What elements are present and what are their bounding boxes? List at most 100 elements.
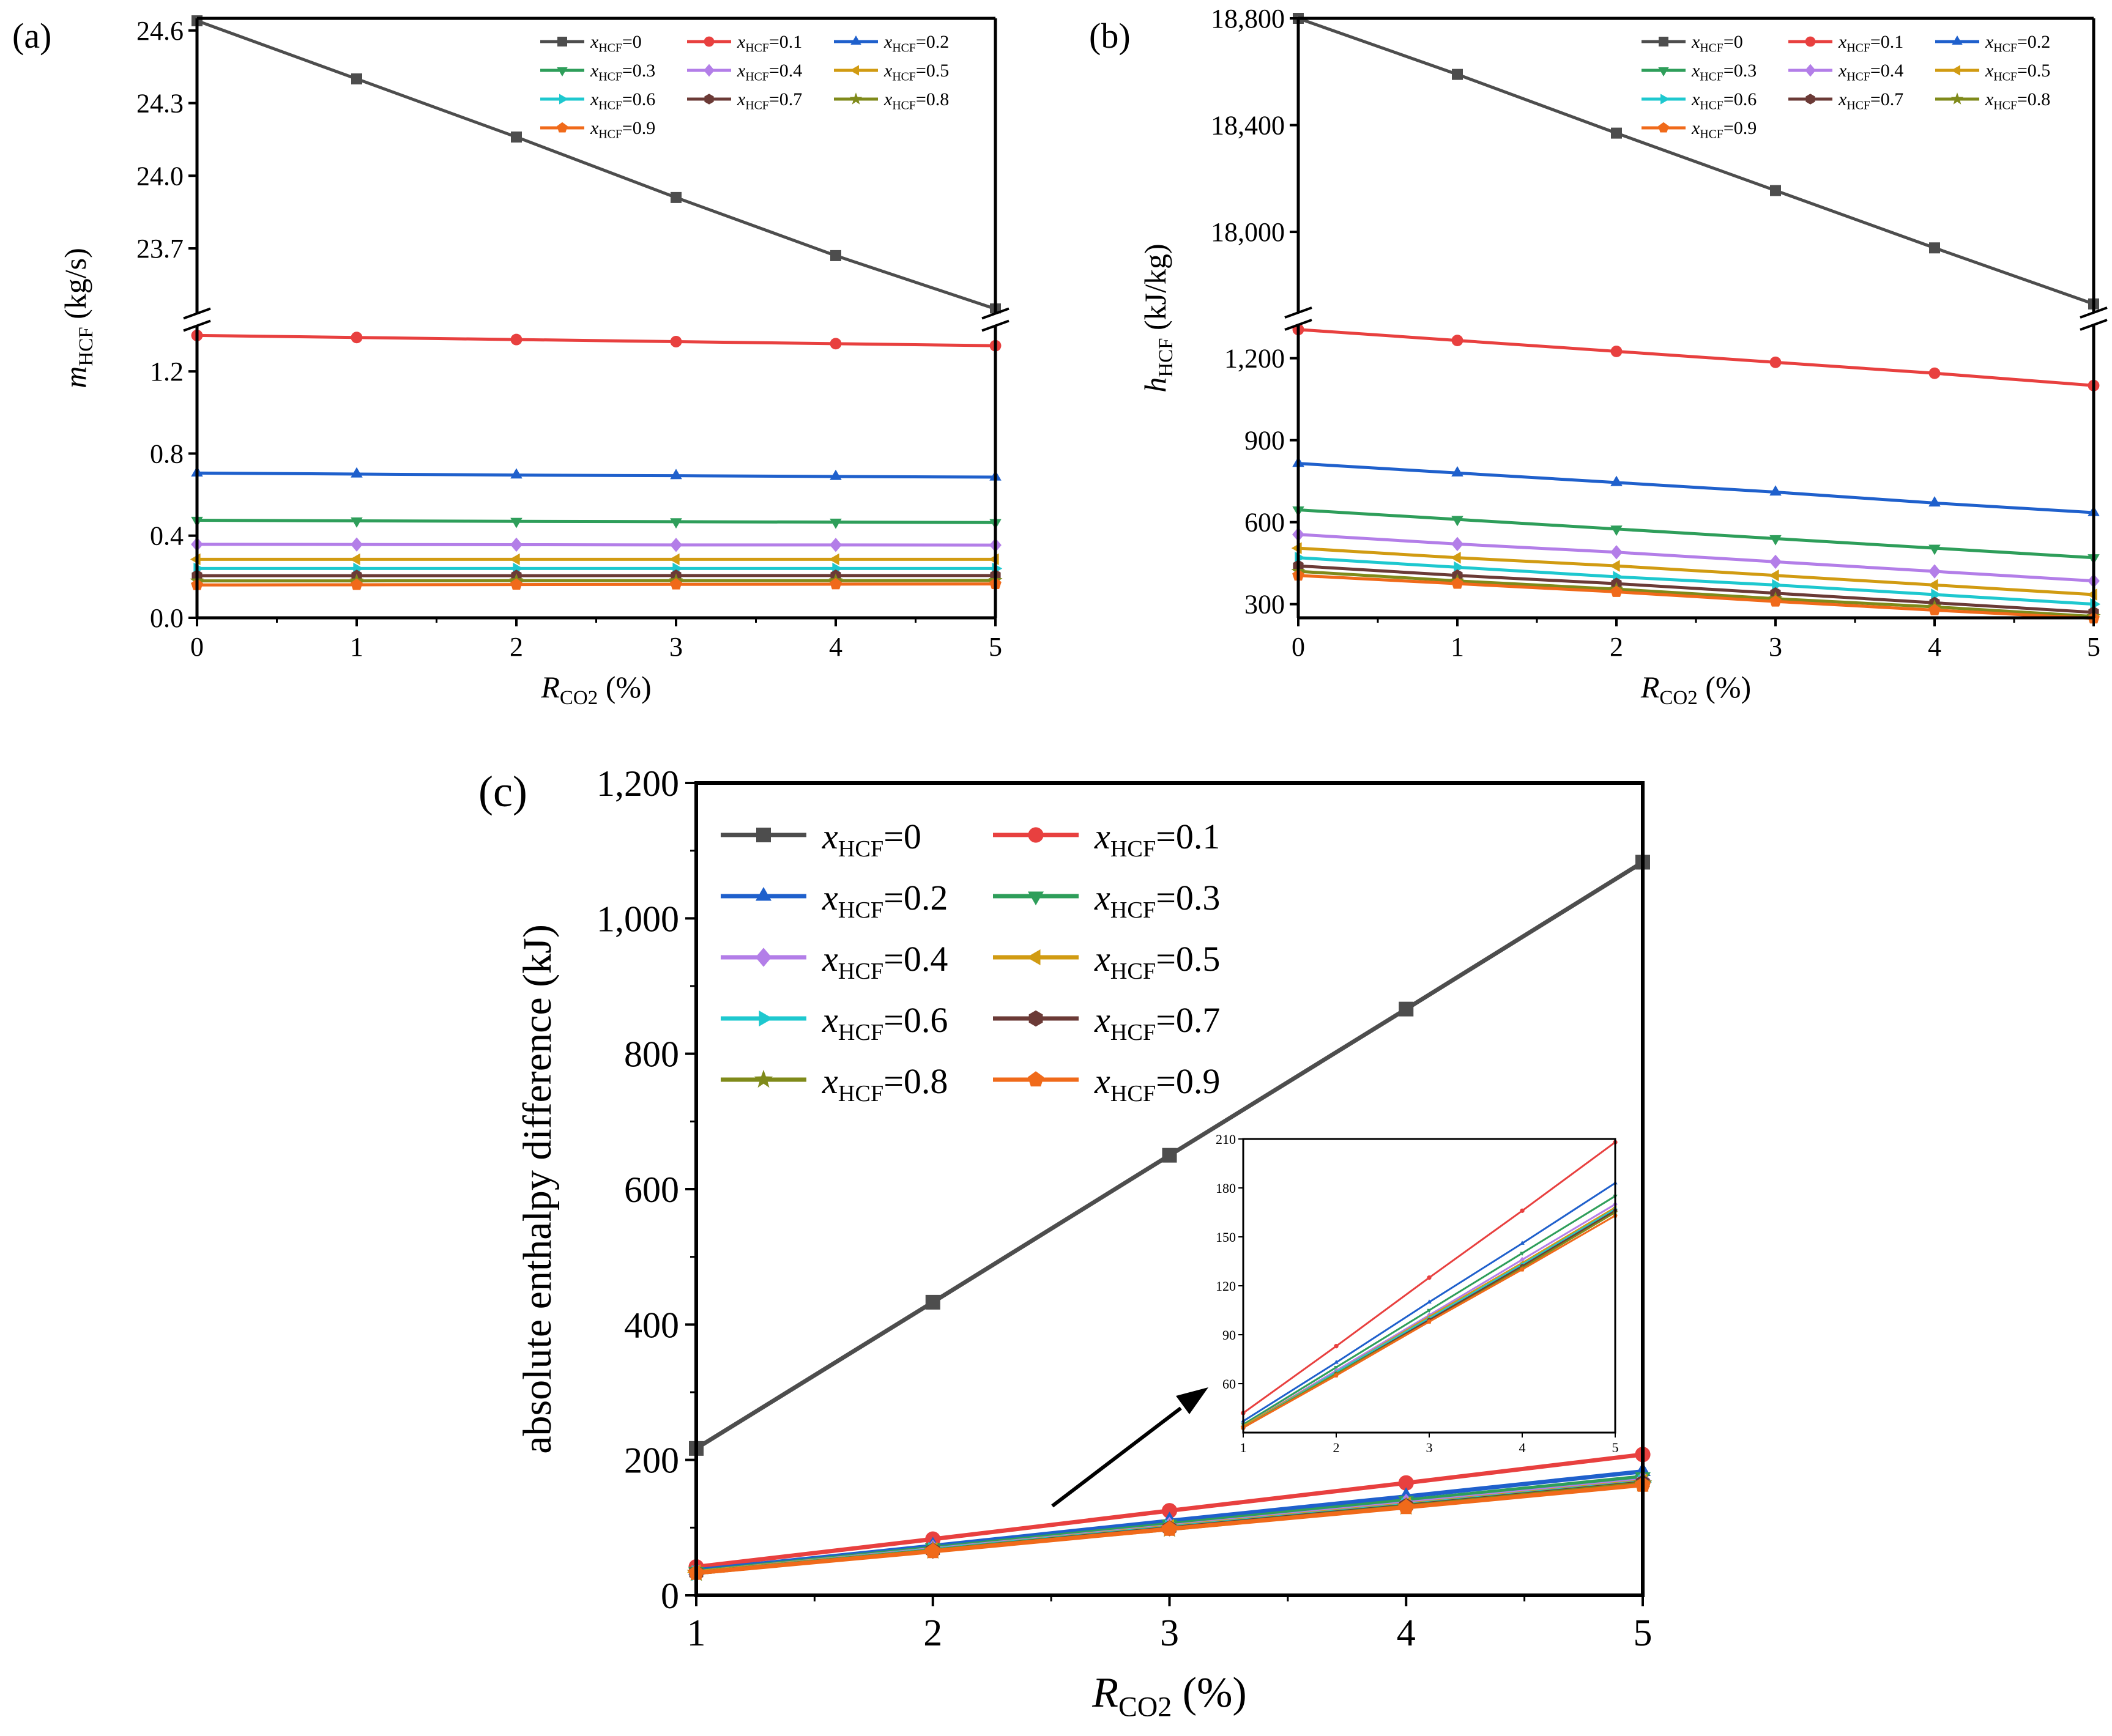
series-line-0 [1298, 17, 2094, 306]
data-point-0.2-1 [1451, 466, 1463, 477]
legend-label: xHCF=0.5 [1094, 939, 1220, 984]
legend-label: xHCF=0.8 [822, 1061, 948, 1107]
inset-data-point-0.2-3 [1520, 1241, 1525, 1245]
legend-label: xHCF=0.2 [883, 32, 949, 55]
legend-item-0.1: xHCF=0.1 [1788, 32, 1903, 55]
data-point-0.9-1 [924, 1543, 941, 1559]
y-tick-label: 800 [624, 1034, 679, 1075]
data-point-0.4-1 [1451, 536, 1463, 552]
legend-swatch-marker [1658, 67, 1669, 76]
data-point-0.4-3 [670, 538, 682, 552]
inset-y-tick-label: 180 [1216, 1181, 1236, 1196]
y-axis-title: absolute enthalpy difference (kJ) [515, 924, 560, 1454]
series-line-0.5 [1298, 546, 2094, 596]
y-tick-label: 23.7 [136, 234, 184, 264]
data-point-0-2 [511, 131, 522, 143]
series-line-0.4 [1298, 533, 2094, 583]
data-point-0.9-3 [1398, 1499, 1415, 1515]
inset-y-tick-label: 60 [1222, 1376, 1236, 1392]
legend-swatch-marker [1805, 64, 1816, 77]
legend-item-0.3: xHCF=0.3 [540, 61, 655, 84]
data-point-0-4 [1929, 242, 1940, 254]
legend-swatch-marker [756, 887, 772, 901]
axis-break-left-upper [183, 307, 211, 320]
y-tick-label: 900 [1244, 426, 1285, 456]
legend-swatch-marker [1805, 36, 1816, 47]
legend-item-0.9: xHCF=0.9 [1642, 118, 1757, 141]
y-tick-label: 1.2 [150, 357, 184, 387]
legend-swatch-marker [557, 67, 568, 76]
data-point-0.1-2 [1610, 345, 1623, 357]
panel-label-c: (c) [478, 767, 527, 816]
data-point-0.9-3 [1769, 595, 1782, 607]
legend-item-0.1: xHCF=0.1 [687, 32, 802, 55]
inset-data-point-0.4-3 [1520, 1256, 1525, 1263]
data-point-0-1 [351, 73, 362, 84]
inset-x-tick-label: 2 [1333, 1440, 1340, 1455]
data-point-0.3-3 [1769, 535, 1782, 546]
series-line-0.2 [1298, 462, 2094, 514]
data-point-0.9-1 [1451, 577, 1463, 589]
legend-swatch-marker [849, 92, 863, 105]
legend-item-0.4: xHCF=0.4 [1788, 61, 1903, 84]
legend-label: xHCF=0.8 [1985, 89, 2050, 113]
y-tick-label: 0.0 [150, 603, 184, 633]
callout-arrow-line [1051, 1406, 1182, 1508]
legend-label: xHCF=0.5 [1985, 61, 2050, 84]
legend-label: xHCF=0.3 [1691, 61, 1757, 84]
data-point-0.1-3 [1398, 1475, 1414, 1491]
legend-item-0.7: xHCF=0.7 [687, 89, 802, 113]
data-point-0.9-2 [510, 578, 522, 590]
legend-label: xHCF=0.2 [822, 878, 948, 923]
inset-y-tick-label: 90 [1222, 1327, 1236, 1343]
legend-label: xHCF=0.8 [883, 89, 949, 113]
y-tick-label: 400 [624, 1305, 679, 1345]
series-line-0.1 [196, 333, 996, 347]
inset-data-point-0.3-3 [1520, 1252, 1525, 1256]
legend-label: xHCF=0 [590, 32, 642, 55]
data-point-0.1-4 [1928, 367, 1941, 379]
data-point-0.2-2 [1610, 475, 1623, 486]
axis-break-right-upper [981, 307, 1010, 320]
chart-panel-c: 1 2 3 4 5 0 200 400 600 800 1,000 1,200 RCO2 (%) abso… [515, 763, 1653, 1722]
inset-y-tick-label: 120 [1216, 1278, 1236, 1294]
y-tick-label: 18,800 [1211, 4, 1285, 34]
x-tick-label: 1 [687, 1612, 706, 1654]
axis-break-left-upper [1284, 306, 1312, 319]
legend-label: xHCF=0.7 [1094, 1000, 1220, 1045]
data-point-0.5-2 [1609, 560, 1620, 572]
data-point-0.1-4 [830, 338, 842, 350]
inset-x-tick-label: 3 [1426, 1440, 1433, 1455]
data-point-0-3 [671, 191, 682, 203]
data-point-0.2-2 [510, 468, 522, 479]
legend-item-0: xHCF=0 [540, 32, 642, 55]
x-tick-label: 4 [1397, 1612, 1416, 1654]
data-point-0.1-1 [351, 332, 363, 344]
series-line-0.9 [1298, 574, 2094, 620]
axis-break-right-upper [2080, 306, 2108, 319]
series-line-0.4 [196, 543, 996, 547]
data-point-0.1-1 [1451, 335, 1463, 347]
legend-label: xHCF=0 [1691, 32, 1743, 55]
legend-swatch-marker [1660, 94, 1670, 105]
legend-item-0.8: xHCF=0.8 [834, 89, 949, 113]
legend-label: xHCF=0.6 [590, 89, 655, 113]
data-point-0.5-1 [1450, 551, 1461, 564]
legend-swatch-marker [756, 828, 771, 842]
legend-label: xHCF=0.9 [1094, 1061, 1220, 1107]
data-point-0-3 [1770, 185, 1781, 196]
inset-chart: 1 2 3 4 5 60 90 120 150 180 210 [1216, 1132, 1619, 1455]
inset-data-point-0.1-2 [1427, 1275, 1432, 1280]
legend-swatch-marker [1027, 1071, 1044, 1087]
inset-y-tick-label: 210 [1216, 1132, 1236, 1147]
inset-y-tick-label: 150 [1216, 1230, 1236, 1245]
legend-item-0.8: xHCF=0.8 [1935, 89, 2050, 113]
y-tick-label: 300 [1244, 590, 1285, 620]
callout-arrowhead [1176, 1387, 1208, 1414]
inset-x-tick-label: 1 [1240, 1440, 1247, 1455]
legend-item-0.3: xHCF=0.3 [993, 878, 1220, 923]
inset-data-point-0.3-2 [1427, 1308, 1432, 1313]
legend-label: xHCF=0.2 [1985, 32, 2050, 55]
legend-item-0.6: xHCF=0.6 [540, 89, 655, 113]
data-point-0-1 [925, 1294, 940, 1310]
